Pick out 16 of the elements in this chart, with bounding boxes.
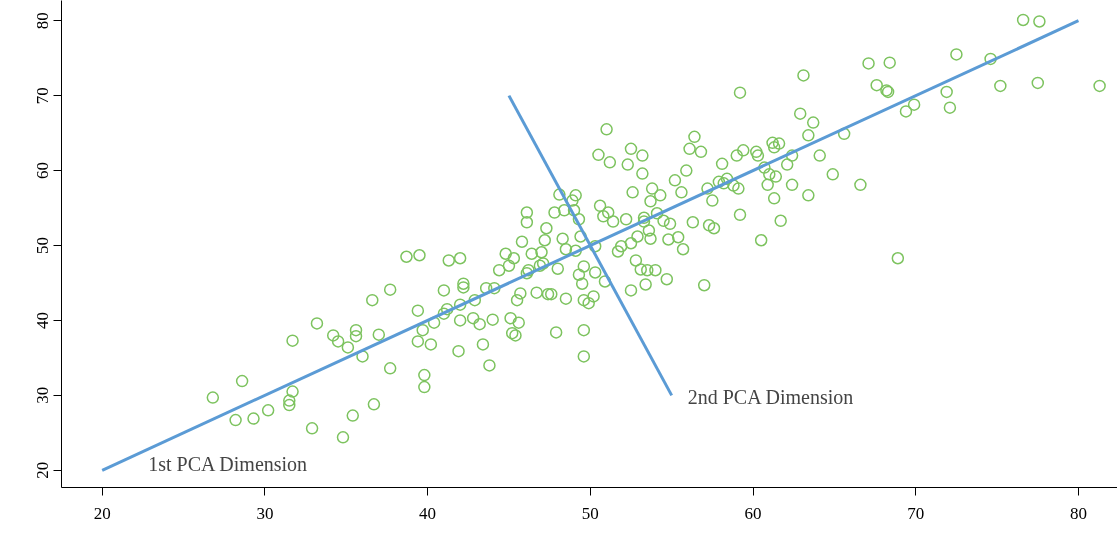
x-tick-label: 30 <box>256 503 274 523</box>
x-tick-label: 20 <box>93 503 111 523</box>
x-tick-label: 50 <box>581 503 599 523</box>
y-tick-label: 60 <box>33 162 53 180</box>
x-tick-label: 80 <box>1069 503 1087 523</box>
y-tick-label: 40 <box>33 311 53 329</box>
x-tick-label: 70 <box>907 503 925 523</box>
y-tick-label: 30 <box>33 386 53 404</box>
x-tick-label: 40 <box>419 503 437 523</box>
y-tick-label: 50 <box>33 237 53 254</box>
x-tick-label: 60 <box>744 503 762 523</box>
y-tick-label: 80 <box>33 12 53 30</box>
series-label: 2nd PCA Dimension <box>687 386 854 409</box>
y-tick-label: 20 <box>33 461 53 479</box>
y-tick-label: 70 <box>33 87 53 105</box>
series-label: 1st PCA Dimension <box>148 453 308 476</box>
